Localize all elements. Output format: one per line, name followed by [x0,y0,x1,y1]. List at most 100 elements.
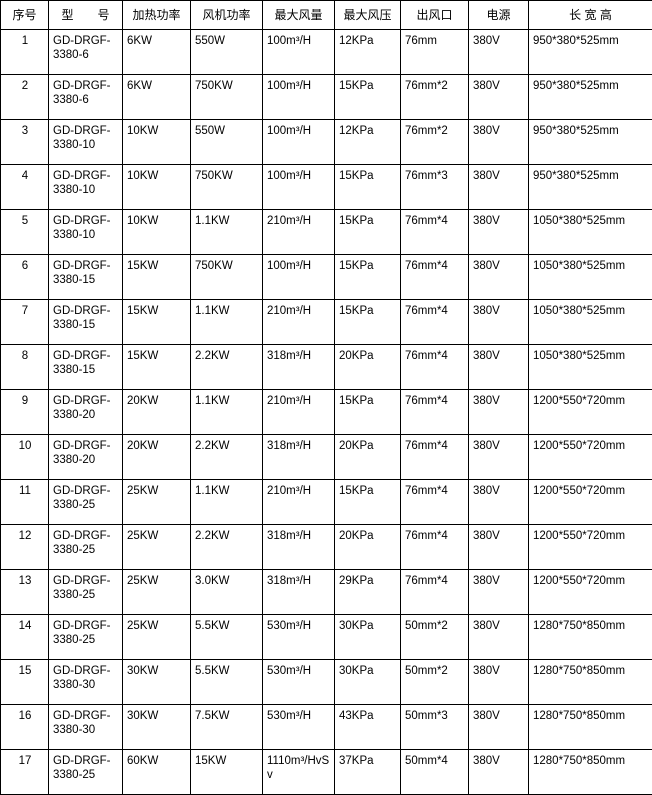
cell-model: GD-DRGF-3380-15 [49,300,123,345]
cell-max-pressure: 30KPa [335,660,401,705]
column-header-heating-power: 加热功率 [123,1,191,30]
cell-index: 5 [1,210,49,255]
cell-model: GD-DRGF-3380-10 [49,210,123,255]
cell-index: 11 [1,480,49,525]
cell-index: 7 [1,300,49,345]
cell-heating-power: 30KW [123,660,191,705]
cell-dimensions: 1200*550*720mm [529,480,652,525]
cell-index: 15 [1,660,49,705]
cell-model: GD-DRGF-3380-6 [49,30,123,75]
cell-max-airflow: 100m³/H [263,30,335,75]
cell-index: 9 [1,390,49,435]
table-row: 12 GD-DRGF-3380-25 25KW 2.2KW 318m³/H 20… [1,525,652,570]
cell-heating-power: 15KW [123,255,191,300]
table-row: 15 GD-DRGF-3380-30 30KW 5.5KW 530m³/H 30… [1,660,652,705]
cell-index: 1 [1,30,49,75]
cell-air-outlet: 76mm*2 [401,75,469,120]
cell-max-airflow: 318m³/H [263,525,335,570]
cell-max-pressure: 15KPa [335,255,401,300]
cell-fan-power: 1.1KW [191,210,263,255]
cell-max-airflow: 318m³/H [263,345,335,390]
cell-power-supply: 380V [469,120,529,165]
table-row: 1 GD-DRGF-3380-6 6KW 550W 100m³/H 12KPa … [1,30,652,75]
cell-model: GD-DRGF-3380-15 [49,255,123,300]
cell-fan-power: 5.5KW [191,660,263,705]
cell-heating-power: 10KW [123,210,191,255]
cell-fan-power: 2.2KW [191,345,263,390]
cell-power-supply: 380V [469,300,529,345]
cell-max-airflow: 318m³/H [263,570,335,615]
cell-dimensions: 1280*750*850mm [529,705,652,750]
cell-air-outlet: 76mm*4 [401,480,469,525]
table-row: 13 GD-DRGF-3380-25 25KW 3.0KW 318m³/H 29… [1,570,652,615]
cell-heating-power: 60KW [123,750,191,795]
cell-max-pressure: 12KPa [335,120,401,165]
table-row: 7 GD-DRGF-3380-15 15KW 1.1KW 210m³/H 15K… [1,300,652,345]
cell-air-outlet: 76mm*4 [401,390,469,435]
table-row: 16 GD-DRGF-3380-30 30KW 7.5KW 530m³/H 43… [1,705,652,750]
cell-max-pressure: 20KPa [335,435,401,480]
cell-max-airflow: 318m³/H [263,435,335,480]
cell-max-pressure: 29KPa [335,570,401,615]
cell-model: GD-DRGF-3380-25 [49,750,123,795]
cell-air-outlet: 76mm*4 [401,345,469,390]
cell-max-airflow: 210m³/H [263,210,335,255]
cell-fan-power: 750KW [191,75,263,120]
cell-heating-power: 10KW [123,120,191,165]
cell-dimensions: 1050*380*525mm [529,210,652,255]
cell-max-pressure: 12KPa [335,30,401,75]
cell-power-supply: 380V [469,705,529,750]
cell-power-supply: 380V [469,570,529,615]
column-header-max-airflow: 最大风量 [263,1,335,30]
cell-fan-power: 550W [191,30,263,75]
cell-index: 6 [1,255,49,300]
cell-power-supply: 380V [469,345,529,390]
cell-model: GD-DRGF-3380-25 [49,570,123,615]
cell-fan-power: 750KW [191,255,263,300]
cell-max-airflow: 100m³/H [263,255,335,300]
cell-fan-power: 2.2KW [191,435,263,480]
column-header-power-supply: 电源 [469,1,529,30]
cell-model: GD-DRGF-3380-30 [49,705,123,750]
cell-dimensions: 950*380*525mm [529,75,652,120]
cell-index: 12 [1,525,49,570]
table-row: 6 GD-DRGF-3380-15 15KW 750KW 100m³/H 15K… [1,255,652,300]
column-header-max-pressure: 最大风压 [335,1,401,30]
cell-dimensions: 1200*550*720mm [529,570,652,615]
cell-max-pressure: 20KPa [335,345,401,390]
cell-index: 17 [1,750,49,795]
cell-index: 16 [1,705,49,750]
cell-dimensions: 950*380*525mm [529,30,652,75]
table-row: 2 GD-DRGF-3380-6 6KW 750KW 100m³/H 15KPa… [1,75,652,120]
table-row: 3 GD-DRGF-3380-10 10KW 550W 100m³/H 12KP… [1,120,652,165]
cell-fan-power: 7.5KW [191,705,263,750]
cell-max-pressure: 15KPa [335,165,401,210]
cell-max-pressure: 15KPa [335,210,401,255]
cell-index: 14 [1,615,49,660]
table-row: 5 GD-DRGF-3380-10 10KW 1.1KW 210m³/H 15K… [1,210,652,255]
cell-max-airflow: 530m³/H [263,660,335,705]
cell-fan-power: 5.5KW [191,615,263,660]
cell-dimensions: 1050*380*525mm [529,345,652,390]
column-header-fan-power: 风机功率 [191,1,263,30]
cell-air-outlet: 50mm*4 [401,750,469,795]
cell-dimensions: 1280*750*850mm [529,615,652,660]
cell-index: 2 [1,75,49,120]
cell-power-supply: 380V [469,75,529,120]
cell-dimensions: 1200*550*720mm [529,390,652,435]
cell-fan-power: 1.1KW [191,480,263,525]
cell-max-pressure: 20KPa [335,525,401,570]
cell-heating-power: 15KW [123,345,191,390]
cell-heating-power: 6KW [123,75,191,120]
cell-max-airflow: 210m³/H [263,480,335,525]
cell-heating-power: 25KW [123,480,191,525]
cell-heating-power: 10KW [123,165,191,210]
cell-heating-power: 15KW [123,300,191,345]
column-header-model: 型 号 [49,1,123,30]
cell-power-supply: 380V [469,435,529,480]
column-header-dimensions: 长 宽 高 [529,1,652,30]
cell-power-supply: 380V [469,480,529,525]
table-row: 17 GD-DRGF-3380-25 60KW 15KW 1110m³/HvSv… [1,750,652,795]
cell-fan-power: 15KW [191,750,263,795]
